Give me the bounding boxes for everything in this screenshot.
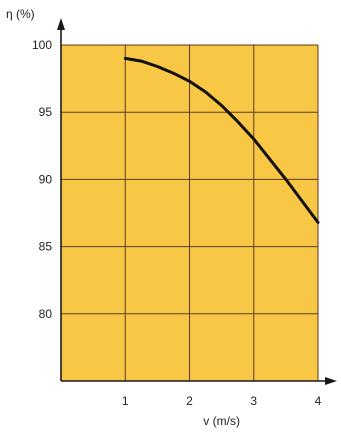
x-tick-label-1: 1: [122, 394, 129, 408]
y-axis-label: η (%): [6, 7, 35, 21]
y-tick-label-100: 100: [32, 38, 52, 52]
series-layer: [123, 56, 320, 224]
axes: [57, 18, 337, 385]
x-tick-label-2: 2: [186, 394, 193, 408]
gridlines: [61, 44, 319, 381]
y-tick-label-90: 90: [39, 172, 53, 186]
tick-labels: 1 2 3 4 80 85 90 95 100: [32, 38, 322, 408]
x-tick-label-3: 3: [250, 394, 257, 408]
y-tick-label-80: 80: [39, 307, 53, 321]
x-tick-label-4: 4: [315, 394, 322, 408]
y-tick-label-95: 95: [39, 105, 53, 119]
y-axis-arrow: [57, 18, 65, 30]
x-axis-arrow: [325, 377, 337, 385]
x-axis-label: v (m/s): [203, 414, 240, 428]
y-tick-label-85: 85: [39, 240, 53, 254]
